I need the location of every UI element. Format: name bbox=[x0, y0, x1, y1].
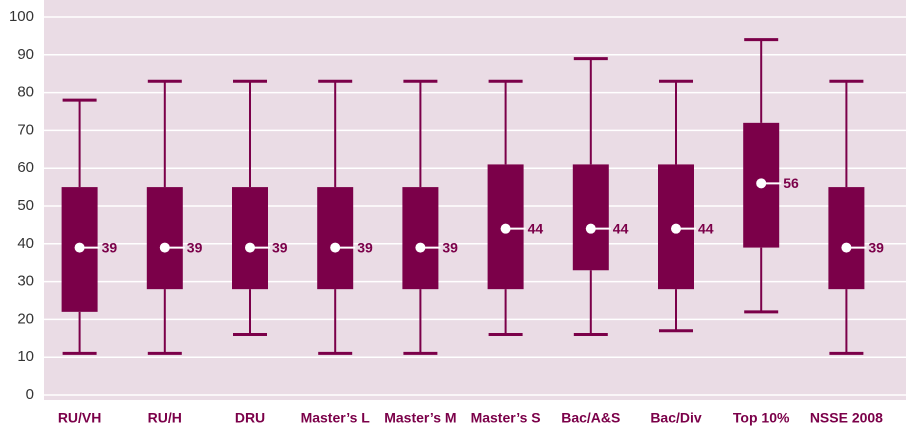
y-tick-label: 100 bbox=[9, 8, 34, 25]
x-tick-label: Top 10% bbox=[733, 410, 790, 426]
y-tick-label: 10 bbox=[17, 348, 34, 365]
median-dot bbox=[245, 242, 255, 253]
value-label: 39 bbox=[187, 239, 203, 255]
y-tick-label: 90 bbox=[17, 46, 34, 63]
x-tick-label: Master’s M bbox=[384, 410, 456, 426]
x-tick-label: NSSE 2008 bbox=[810, 410, 883, 426]
box bbox=[572, 164, 609, 271]
y-tick-label: 40 bbox=[17, 235, 34, 252]
x-tick-label: Master’s S bbox=[471, 410, 541, 426]
median-dot bbox=[330, 242, 341, 253]
value-label: 39 bbox=[102, 239, 118, 255]
value-label: 39 bbox=[442, 239, 458, 255]
median-dot bbox=[415, 242, 426, 253]
value-label: 44 bbox=[613, 220, 629, 236]
median-dot bbox=[585, 223, 596, 234]
median-dot bbox=[159, 242, 170, 253]
value-label: 39 bbox=[868, 239, 884, 255]
x-tick-label: Bac/A&S bbox=[561, 410, 620, 426]
value-label: 56 bbox=[783, 175, 799, 191]
y-tick-label: 80 bbox=[17, 84, 34, 101]
y-tick-label: 20 bbox=[17, 310, 34, 327]
y-tick-label: 30 bbox=[17, 273, 34, 290]
box bbox=[232, 187, 268, 290]
x-tick-label: RU/H bbox=[148, 410, 182, 426]
y-tick-label: 0 bbox=[26, 386, 34, 403]
median-dot bbox=[74, 242, 85, 253]
box bbox=[317, 187, 354, 290]
median-dot bbox=[500, 223, 511, 234]
value-label: 39 bbox=[272, 239, 288, 255]
value-label: 39 bbox=[357, 239, 373, 255]
y-tick-label: 50 bbox=[17, 197, 34, 214]
median-dot bbox=[841, 242, 852, 253]
box bbox=[146, 187, 183, 290]
x-tick-label: DRU bbox=[235, 410, 265, 426]
x-tick-label: Master’s L bbox=[301, 410, 371, 426]
x-tick-label: RU/VH bbox=[58, 410, 102, 426]
box bbox=[828, 187, 865, 290]
median-dot bbox=[756, 178, 767, 189]
value-label: 44 bbox=[528, 220, 544, 236]
median-dot bbox=[671, 223, 681, 234]
y-tick-label: 70 bbox=[17, 121, 34, 138]
box bbox=[402, 187, 439, 290]
value-label: 44 bbox=[698, 220, 714, 236]
x-tick-label: Bac/Div bbox=[650, 410, 702, 426]
y-tick-label: 60 bbox=[17, 159, 34, 176]
